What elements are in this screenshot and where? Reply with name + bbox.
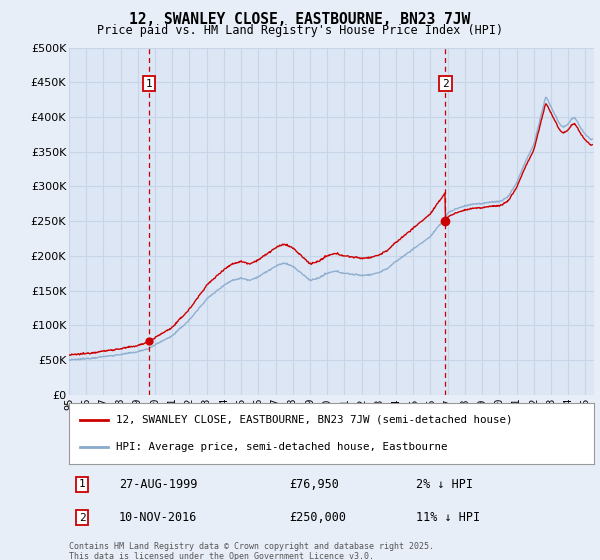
Text: 12, SWANLEY CLOSE, EASTBOURNE, BN23 7JW (semi-detached house): 12, SWANLEY CLOSE, EASTBOURNE, BN23 7JW … (116, 414, 513, 424)
Text: 10-NOV-2016: 10-NOV-2016 (119, 511, 197, 524)
Text: 11% ↓ HPI: 11% ↓ HPI (415, 511, 479, 524)
Text: Price paid vs. HM Land Registry's House Price Index (HPI): Price paid vs. HM Land Registry's House … (97, 24, 503, 36)
Text: £76,950: £76,950 (290, 478, 340, 491)
Text: Contains HM Land Registry data © Crown copyright and database right 2025.
This d: Contains HM Land Registry data © Crown c… (69, 542, 434, 560)
Text: HPI: Average price, semi-detached house, Eastbourne: HPI: Average price, semi-detached house,… (116, 442, 448, 452)
Text: 27-AUG-1999: 27-AUG-1999 (119, 478, 197, 491)
Text: 2: 2 (79, 513, 86, 522)
Text: 12, SWANLEY CLOSE, EASTBOURNE, BN23 7JW: 12, SWANLEY CLOSE, EASTBOURNE, BN23 7JW (130, 12, 470, 27)
Text: 1: 1 (146, 79, 152, 88)
Text: 2: 2 (442, 79, 449, 88)
Text: 2% ↓ HPI: 2% ↓ HPI (415, 478, 473, 491)
Text: £250,000: £250,000 (290, 511, 347, 524)
Text: 1: 1 (79, 479, 86, 489)
